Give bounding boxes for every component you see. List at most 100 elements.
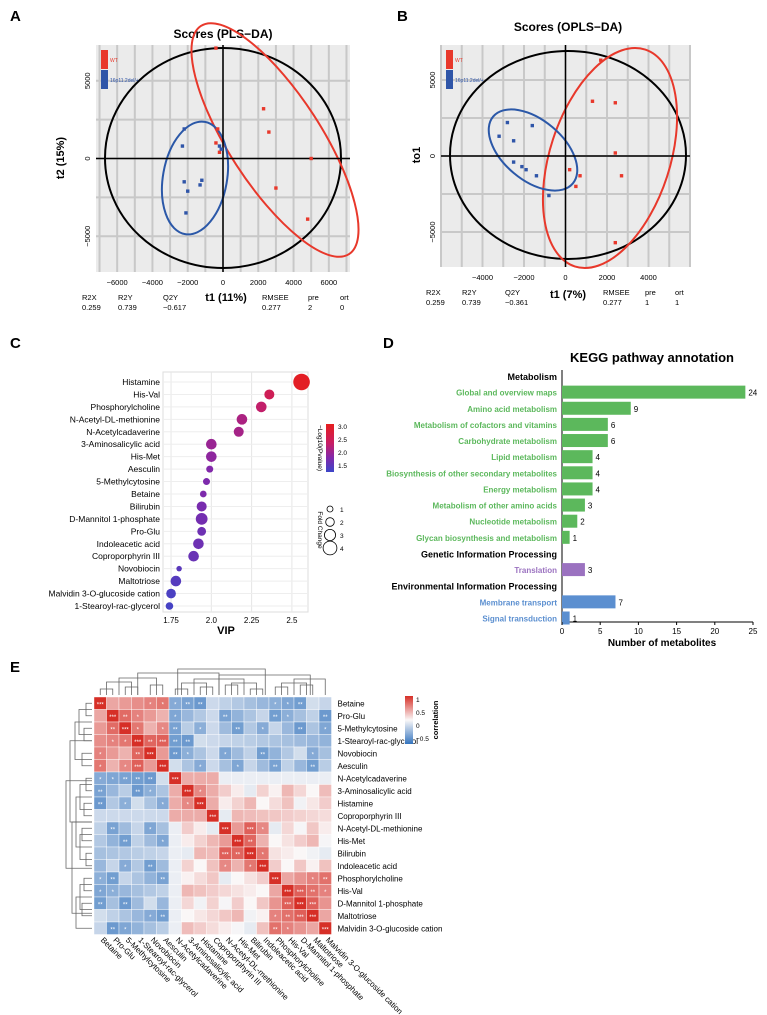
heatmap-cell [193, 821, 207, 835]
heatmap-cell [156, 746, 170, 760]
heatmap-cell [243, 784, 257, 798]
significance-mark: ** [98, 902, 103, 908]
heatmap-cell [243, 759, 257, 773]
vip-bubble [199, 490, 207, 498]
kegg-pathway-label: Energy metabolism [483, 485, 557, 494]
hotelling-ellipse [449, 50, 687, 260]
kegg-bar-value: 2 [580, 518, 585, 527]
significance-mark: *** [259, 865, 267, 871]
significance-mark: ** [123, 777, 128, 783]
score-point [524, 167, 528, 172]
heatmap-cell [118, 871, 132, 885]
score-point [217, 144, 222, 148]
row-dendrogram [71, 821, 92, 914]
heatmap-cell [131, 846, 145, 860]
size-legend-circle [326, 505, 334, 513]
colorbar [326, 424, 334, 472]
metabolite-label: His-Val [133, 389, 160, 399]
colorbar-title: −Log10(Pvalue) [316, 425, 323, 471]
heatmap-cell [93, 809, 107, 823]
heatmap-cell [243, 734, 257, 748]
heatmap-cell [93, 921, 107, 935]
x-tick-label: 2000 [250, 278, 267, 287]
stats-header: R2Y [118, 293, 133, 302]
heatmap-cell [268, 771, 282, 785]
metabolite-label: Histamine [122, 377, 160, 387]
heatmap-cell [318, 909, 332, 923]
significance-mark: *** [222, 852, 230, 858]
heatmap-cell [156, 809, 170, 823]
correlation-legend-tick: 1 [416, 697, 420, 704]
heatmap-cell [156, 821, 170, 835]
heatmap-cell [106, 809, 120, 823]
significance-mark: ** [98, 790, 103, 796]
significance-mark: * [137, 715, 140, 721]
score-point [214, 141, 218, 145]
heatmap-cell [281, 721, 295, 735]
metabolite-label: Coproporphyrin III [92, 551, 160, 561]
heatmap-cell [181, 759, 195, 773]
heatmap-cell [206, 884, 220, 898]
vip-bubble [206, 465, 214, 473]
heatmap-cell [231, 796, 245, 810]
significance-mark: * [174, 702, 177, 708]
wt-group-ellipse [541, 47, 679, 269]
score-point [619, 174, 624, 178]
row-dendrogram [75, 896, 92, 929]
heatmap-cell [218, 771, 232, 785]
heatmap-cell [118, 696, 132, 710]
x-tick-label: −4000 [142, 278, 163, 287]
heatmap-cell [181, 871, 195, 885]
kegg-pathway-label: Biosynthesis of other secondary metaboli… [386, 469, 557, 478]
x-tick-label: 10 [634, 627, 643, 636]
significance-mark: ** [135, 790, 140, 796]
heatmap-cell [106, 746, 120, 760]
heatmap-cell [318, 696, 332, 710]
stats-header: R2X [82, 293, 97, 302]
heatmap-cell [181, 834, 195, 848]
vip-bubble [233, 426, 244, 437]
heatmap-cell [106, 846, 120, 860]
heatmap-cell [268, 896, 282, 910]
del-group-ellipse [487, 108, 579, 192]
heatmap-cell [206, 909, 220, 923]
heatmap-cell [293, 834, 307, 848]
heatmap-cell [306, 771, 320, 785]
kegg-bar [562, 595, 616, 609]
colorbar-tick: 3.0 [338, 424, 347, 431]
correlation-heatmap: *** * * * ** ** * * ***** ** * * ** ** * **** *** * * ** * **… [65, 668, 442, 1015]
heatmap-cell [281, 784, 295, 798]
metabolite-label: Indoleacetic acid [97, 539, 161, 549]
heatmap-cell [243, 771, 257, 785]
significance-mark: * [224, 865, 227, 871]
metabolite-label: Betaine [131, 489, 160, 499]
heatmap-cell [168, 846, 182, 860]
x-tick-label: 0 [221, 278, 225, 287]
heatmap-cell [193, 921, 207, 935]
heatmap-cell [181, 709, 195, 723]
metabolite-label: Phosphorylcholine [91, 402, 161, 412]
kegg-bar-value: 3 [588, 566, 593, 575]
heatmap-cell [193, 846, 207, 860]
heatmap-cell [293, 746, 307, 760]
heatmap-cell [256, 871, 270, 885]
panel-label-b: B [397, 8, 408, 25]
heatmap-cell [256, 784, 270, 798]
heatmap-cell [106, 834, 120, 848]
column-dendrogram [218, 674, 311, 695]
score-point [182, 127, 186, 131]
significance-mark: * [274, 915, 277, 921]
metabolite-label: N-Acetylcadaverine [86, 427, 160, 437]
heatmap-cell [118, 846, 132, 860]
column-dendrogram [177, 668, 266, 695]
kegg-pathway-label: Nucleotide metabolism [469, 518, 557, 527]
significance-mark: *** [309, 902, 317, 908]
heatmap-cell [118, 821, 132, 835]
heatmap-cell [156, 846, 170, 860]
metabolite-label: Malvidin 3-O-glucoside cation [49, 589, 161, 599]
significance-mark: ** [135, 777, 140, 783]
stats-header: pre [308, 293, 319, 302]
heatmap-cell [256, 921, 270, 935]
significance-mark: ** [110, 827, 115, 833]
stats-value: 1 [675, 298, 679, 307]
